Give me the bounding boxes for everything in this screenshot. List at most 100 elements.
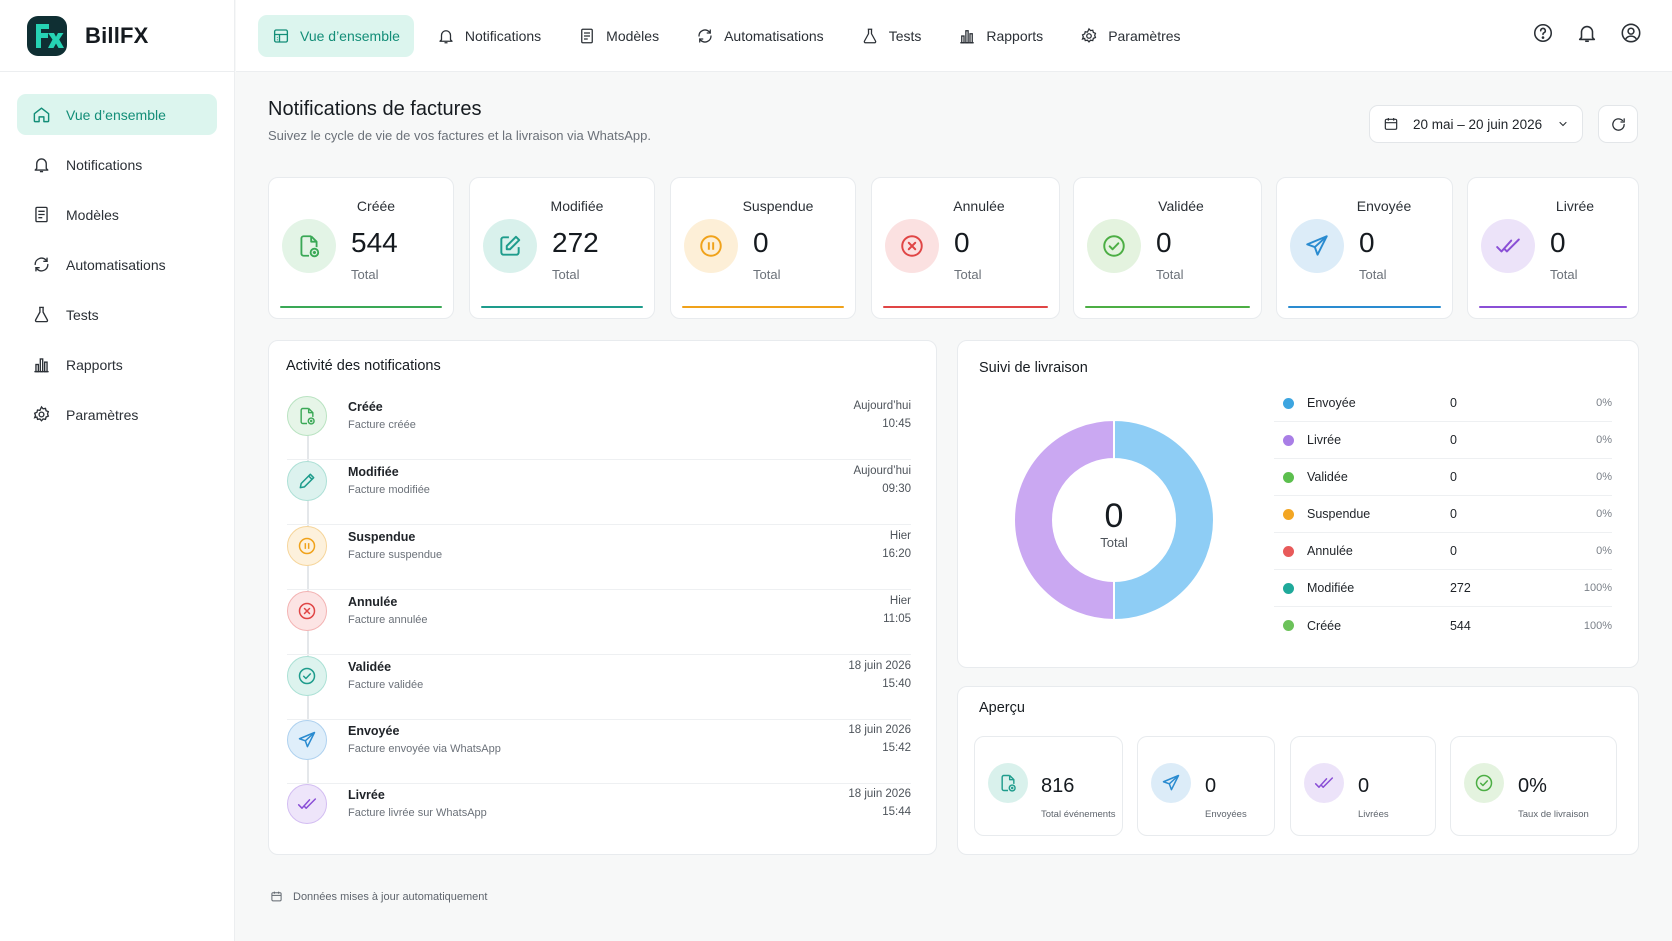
overview-card-delivered[interactable]: 0 Livrées xyxy=(1290,736,1436,836)
stat-value: 272 xyxy=(552,227,599,258)
sidebar-item-reports[interactable]: Rapports xyxy=(17,344,217,385)
tab-label: Modèles xyxy=(606,28,660,44)
overview-label: Livrées xyxy=(1358,809,1389,820)
auto-update-note: Données mises à jour automatiquement xyxy=(270,890,487,903)
stat-card-suspended[interactable]: Suspendue 0 Total xyxy=(670,177,856,319)
stat-accent-bar xyxy=(682,306,844,308)
legend-name: Créée xyxy=(1307,618,1342,633)
brand-logo[interactable] xyxy=(27,15,67,56)
check-icon xyxy=(1475,774,1493,792)
activity-date: Hier xyxy=(889,530,911,542)
activity-item[interactable]: Modifiée Facture modifiée Aujourd’hui 09… xyxy=(287,461,911,525)
date-range-picker[interactable]: 20 mai – 20 juin 2026 xyxy=(1369,105,1583,143)
legend-count: 0 xyxy=(1449,433,1457,447)
stat-label: Modifiée xyxy=(550,198,604,214)
stat-card-validated[interactable]: Validée 0 Total xyxy=(1073,177,1262,319)
activity-title-text: Créée xyxy=(348,400,383,414)
overview-icon-wrap xyxy=(1151,763,1191,803)
donut-slice-Envoyée[interactable] xyxy=(1113,418,1215,622)
legend-dot xyxy=(1283,620,1294,631)
activity-item[interactable]: Livrée Facture livrée sur WhatsApp 18 ju… xyxy=(287,784,911,848)
legend-dot xyxy=(1283,471,1294,483)
stat-card-cancelled[interactable]: Annulée 0 Total xyxy=(871,177,1060,319)
activity-date: 18 juin 2026 xyxy=(848,788,911,800)
legend-count: 272 xyxy=(1449,581,1471,595)
stat-icon-wrap xyxy=(483,219,537,273)
activity-date: Aujourd’hui xyxy=(853,400,911,412)
overview-card-total-events[interactable]: 816 Total événements xyxy=(974,736,1123,836)
delivery-donut-chart: 0 Total xyxy=(1013,418,1215,622)
legend-percent: 0% xyxy=(1596,471,1612,483)
chart-icon xyxy=(960,30,975,44)
legend-percent: 0% xyxy=(1596,434,1612,446)
account-button[interactable] xyxy=(1620,22,1644,46)
stat-card-delivered[interactable]: Livrée 0 Total xyxy=(1467,177,1639,319)
stat-label: Suspendue xyxy=(742,198,814,214)
stat-card-created[interactable]: Créée 544 Total xyxy=(268,177,454,319)
tab-settings[interactable]: Paramètres xyxy=(1066,15,1194,57)
file-plus-icon xyxy=(300,235,320,258)
notifications-button[interactable] xyxy=(1576,22,1600,46)
legend-name: Validée xyxy=(1307,470,1348,484)
tab-templates[interactable]: Modèles xyxy=(564,15,673,57)
tab-automations[interactable]: Automatisations xyxy=(682,15,838,57)
help-button[interactable] xyxy=(1532,22,1556,46)
activity-item[interactable]: Annulée Facture annulée Hier 11:05 xyxy=(287,591,911,655)
sidebar-item-templates[interactable]: Modèles xyxy=(17,194,217,235)
legend-row[interactable]: Créée 544 100% xyxy=(1274,607,1612,644)
stat-value: 0 xyxy=(753,227,769,258)
stat-accent-bar xyxy=(1479,306,1627,308)
activity-date: Aujourd’hui xyxy=(853,465,911,477)
overview-value: 816 xyxy=(1041,775,1075,797)
stat-accent-bar xyxy=(1085,306,1250,308)
legend-row[interactable]: Annulée 0 0% xyxy=(1274,533,1612,570)
user-icon xyxy=(1621,23,1641,43)
stat-icon-wrap xyxy=(1290,219,1344,273)
refresh-icon xyxy=(34,257,49,272)
sidebar-item-notifications[interactable]: Notifications xyxy=(17,144,217,185)
calendar-icon xyxy=(1384,118,1398,130)
activity-icon-wrap xyxy=(287,526,327,566)
stat-accent-bar xyxy=(280,306,442,308)
tab-tests[interactable]: Tests xyxy=(847,15,936,57)
stat-value: 0 xyxy=(954,227,970,258)
stat-value: 0 xyxy=(1156,227,1172,258)
stat-icon-wrap xyxy=(684,219,738,273)
stat-label: Validée xyxy=(1158,198,1204,214)
activity-item[interactable]: Validée Facture validée 18 juin 2026 15:… xyxy=(287,656,911,720)
stat-card-modified[interactable]: Modifiée 272 Total xyxy=(469,177,655,319)
sidebar-item-label: Notifications xyxy=(66,156,143,173)
activity-item[interactable]: Envoyée Facture envoyée via WhatsApp 18 … xyxy=(287,720,911,784)
legend-row[interactable]: Suspendue 0 0% xyxy=(1274,496,1612,533)
legend-row[interactable]: Modifiée 272 100% xyxy=(1274,570,1612,607)
tab-notifications[interactable]: Notifications xyxy=(423,15,555,57)
activity-time: 15:44 xyxy=(882,806,911,818)
tab-reports[interactable]: Rapports xyxy=(944,15,1057,57)
overview-card-sent[interactable]: 0 Envoyées xyxy=(1137,736,1275,836)
activity-title-text: Suspendue xyxy=(348,530,416,544)
activity-item[interactable]: Créée Facture créée Aujourd’hui 10:45 xyxy=(287,396,911,460)
legend-row[interactable]: Validée 0 0% xyxy=(1274,459,1612,496)
date-range-value: 20 mai – 20 juin 2026 xyxy=(1413,116,1543,132)
activity-item[interactable]: Suspendue Facture suspendue Hier 16:20 xyxy=(287,526,911,590)
overview-card-delivery-rate[interactable]: 0% Taux de livraison xyxy=(1450,736,1617,836)
tab-overview[interactable]: Vue d’ensemble xyxy=(258,15,414,57)
refresh-button[interactable] xyxy=(1598,105,1638,143)
activity-date: Hier xyxy=(889,595,911,607)
donut-slice-Livrée[interactable] xyxy=(1013,418,1115,622)
sidebar-item-overview[interactable]: Vue d’ensemble xyxy=(17,94,217,135)
sidebar-item-automations[interactable]: Automatisations xyxy=(17,244,217,285)
stat-card-sent[interactable]: Envoyée 0 Total xyxy=(1276,177,1453,319)
sidebar-item-settings[interactable]: Paramètres xyxy=(17,394,217,435)
sidebar-item-tests[interactable]: Tests xyxy=(17,294,217,335)
legend-row[interactable]: Livrée 0 0% xyxy=(1274,422,1612,459)
auto-update-text: Données mises à jour automatiquement xyxy=(293,890,488,903)
legend-name: Suspendue xyxy=(1307,507,1371,521)
legend-percent: 0% xyxy=(1596,545,1612,557)
legend-row[interactable]: Envoyée 0 0% xyxy=(1274,385,1612,422)
tab-label: Rapports xyxy=(986,28,1044,44)
brand-name: BillFX xyxy=(85,22,149,48)
legend-dot xyxy=(1283,434,1294,446)
send-icon xyxy=(1162,774,1180,791)
sidebar-item-label: Modèles xyxy=(66,206,119,223)
